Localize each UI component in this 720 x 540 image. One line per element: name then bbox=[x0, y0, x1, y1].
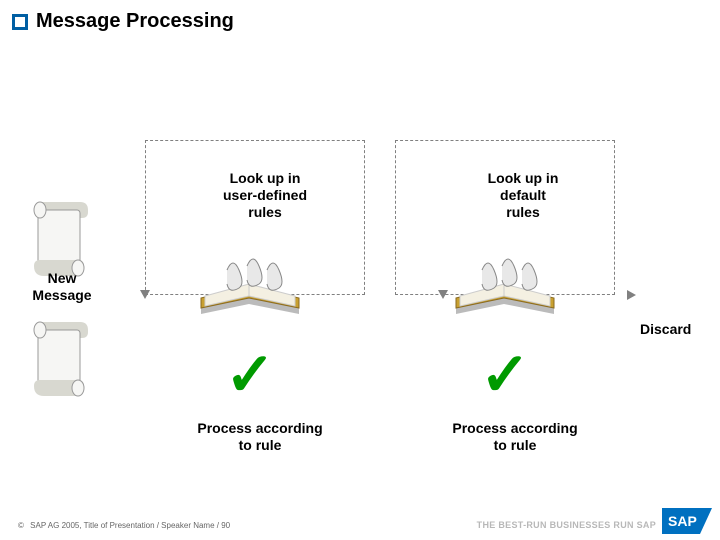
label-lookup-default: Look up in default rules bbox=[458, 170, 588, 220]
arrow-into-left bbox=[140, 290, 150, 299]
scroll-icon bbox=[28, 200, 88, 278]
rulebook-icon bbox=[195, 250, 305, 320]
diagram-canvas: Look up in user-defined rules Look up in… bbox=[0, 0, 720, 540]
checkmark-icon: ✓ bbox=[480, 340, 530, 410]
footer-text: SAP AG 2005, Title of Presentation / Spe… bbox=[30, 521, 230, 530]
checkmark-icon: ✓ bbox=[225, 340, 275, 410]
label-process-right: Process according to rule bbox=[430, 420, 600, 454]
label-discard: Discard bbox=[640, 321, 710, 338]
label-lookup-user: Look up in user-defined rules bbox=[200, 170, 330, 220]
svg-text:SAP: SAP bbox=[668, 513, 697, 529]
tagline: THE BEST-RUN BUSINESSES RUN SAP bbox=[477, 520, 656, 530]
sap-logo: SAP bbox=[662, 508, 712, 534]
rulebook-icon bbox=[450, 250, 560, 320]
copyright-symbol: © bbox=[18, 521, 24, 530]
scroll-icon bbox=[28, 320, 88, 398]
arrow-into-right bbox=[438, 290, 448, 299]
arrow-out-discard bbox=[627, 290, 636, 300]
label-new-message: New Message bbox=[22, 270, 102, 304]
label-process-left: Process according to rule bbox=[175, 420, 345, 454]
footer: © SAP AG 2005, Title of Presentation / S… bbox=[18, 521, 230, 530]
